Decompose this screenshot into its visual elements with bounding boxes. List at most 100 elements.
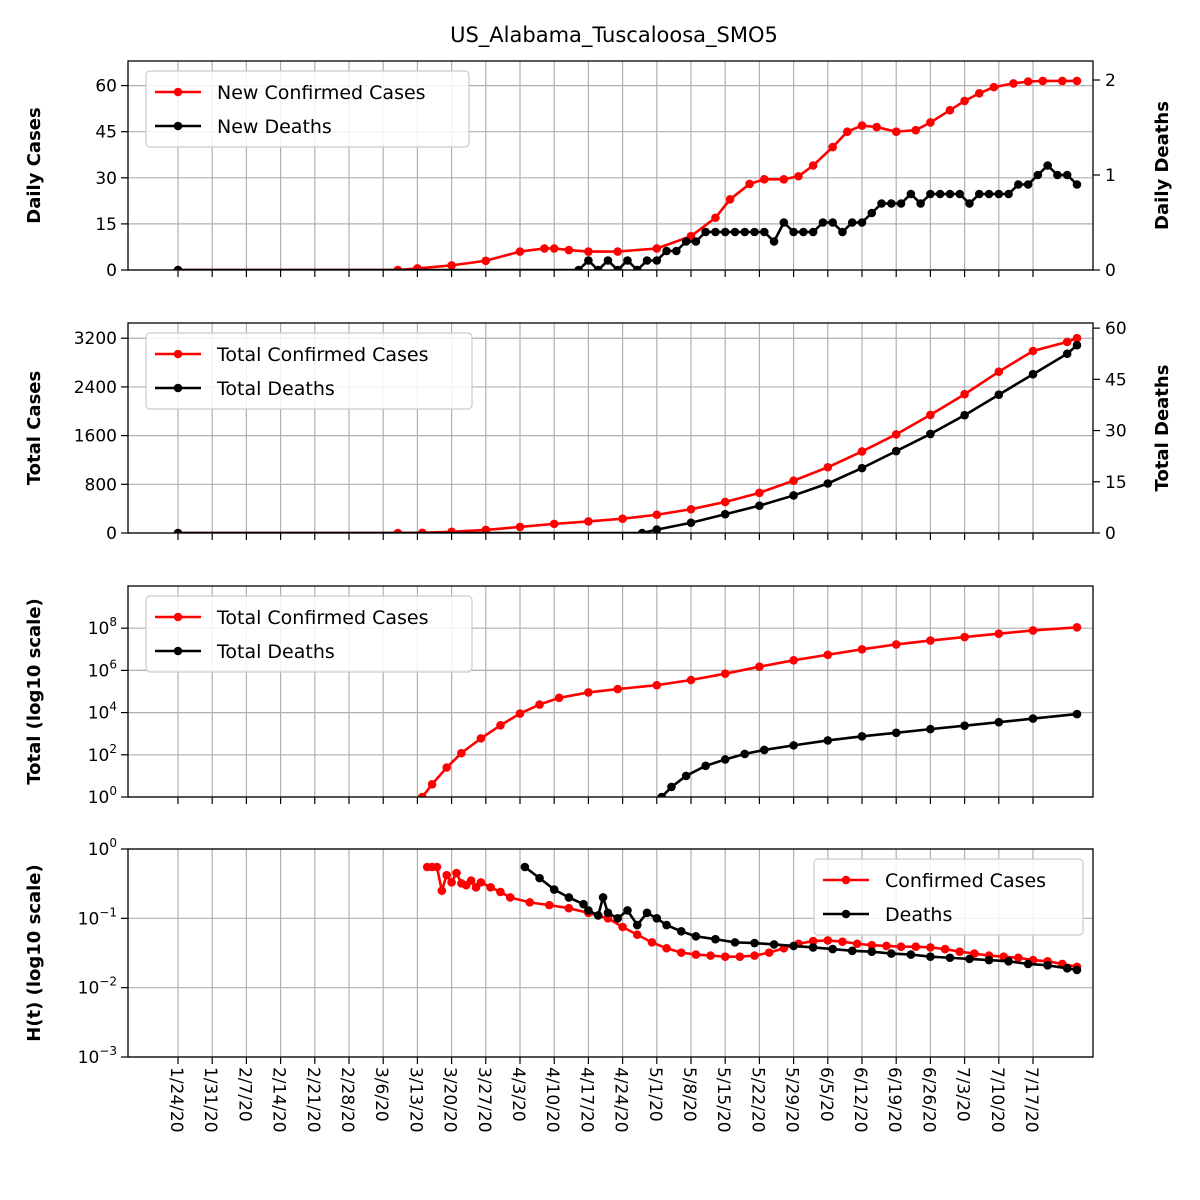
- data-point: [960, 721, 969, 730]
- series-line-new-deaths: [178, 163, 1078, 270]
- data-point: [994, 189, 1004, 199]
- data-point: [1043, 161, 1052, 170]
- legend-box: [145, 595, 473, 673]
- data-point: [887, 199, 896, 208]
- data-point: [657, 792, 666, 797]
- data-point: [926, 429, 935, 439]
- data-point: [720, 952, 730, 961]
- data-point: [940, 944, 950, 954]
- data-point: [603, 908, 613, 918]
- data-point: [1004, 189, 1013, 199]
- data-point: [965, 199, 974, 208]
- data-point: [808, 943, 818, 952]
- data-point: [584, 247, 593, 256]
- data-point: [662, 920, 671, 930]
- data-point: [1072, 623, 1082, 632]
- data-point: [613, 247, 623, 256]
- data-point: [632, 930, 642, 940]
- y-tick-label: 10−1: [78, 905, 117, 929]
- data-point: [672, 246, 681, 256]
- data-point: [447, 878, 456, 887]
- data-point: [935, 189, 945, 199]
- data-point: [735, 952, 745, 961]
- y2-tick-label: 45: [1105, 370, 1127, 390]
- y2-axis-label: Daily Deaths: [1152, 101, 1173, 230]
- data-point: [720, 497, 730, 507]
- x-date-label: 7/17/20: [1021, 1067, 1041, 1133]
- data-point: [911, 942, 921, 951]
- data-point: [823, 479, 833, 488]
- data-point: [691, 932, 701, 941]
- data-point: [1033, 170, 1043, 180]
- data-point: [1072, 340, 1082, 350]
- data-point: [623, 906, 632, 915]
- data-point: [535, 700, 544, 709]
- data-point: [843, 127, 852, 136]
- data-point: [706, 951, 715, 960]
- data-point: [618, 922, 627, 932]
- data-point: [994, 367, 1004, 376]
- data-point: [789, 656, 798, 665]
- data-point: [794, 171, 803, 181]
- data-point: [857, 121, 867, 130]
- data-point: [574, 265, 583, 270]
- x-date-label: 6/26/20: [918, 1067, 938, 1133]
- y-tick-label: 104: [88, 700, 117, 724]
- x-date-label: 3/27/20: [474, 1067, 494, 1133]
- data-point: [667, 782, 676, 792]
- x-date-label: 4/17/20: [576, 1067, 596, 1133]
- data-point: [427, 779, 437, 789]
- data-point: [647, 938, 657, 947]
- data-point: [515, 247, 525, 256]
- data-point: [838, 937, 847, 947]
- legend-label: Confirmed Cases: [885, 870, 1046, 892]
- series-line-total-deaths: [178, 344, 1078, 533]
- legend-box: [145, 70, 470, 148]
- x-date-label: 5/15/20: [713, 1067, 733, 1133]
- data-point: [926, 410, 935, 420]
- data-point: [545, 900, 554, 910]
- data-point: [887, 949, 896, 958]
- y-tick-label: 15: [95, 215, 117, 235]
- data-point: [662, 246, 671, 256]
- y-tick-label: 102: [88, 742, 117, 766]
- data-point: [711, 934, 720, 944]
- y2-tick-label: 60: [1105, 319, 1127, 339]
- data-point: [515, 709, 525, 718]
- data-point: [413, 264, 422, 270]
- data-point: [877, 199, 886, 208]
- legend-item-total-deaths: Total Deaths: [155, 378, 335, 400]
- data-point: [906, 950, 916, 959]
- data-point: [720, 509, 730, 519]
- legend-marker: [173, 121, 183, 131]
- legend-item-new-deaths: New Deaths: [155, 116, 332, 138]
- data-point: [926, 189, 935, 199]
- y-tick-label: 30: [95, 169, 117, 189]
- plot-frame: [127, 60, 1094, 271]
- data-point: [505, 893, 515, 902]
- data-point: [838, 227, 847, 237]
- data-point: [613, 265, 623, 270]
- data-point: [926, 943, 935, 952]
- y-tick-label: 60: [95, 77, 117, 97]
- data-point: [618, 514, 627, 523]
- data-point: [598, 893, 608, 902]
- data-point: [730, 227, 740, 237]
- legend-item-deaths: Deaths: [823, 904, 952, 926]
- data-point: [769, 237, 779, 246]
- data-point: [437, 886, 447, 896]
- data-point: [466, 876, 476, 885]
- y2-tick-label: 1: [1105, 166, 1116, 186]
- data-point: [515, 522, 525, 532]
- data-point: [891, 430, 901, 439]
- data-point: [1028, 346, 1038, 356]
- data-point: [789, 741, 798, 750]
- data-point: [1043, 961, 1052, 970]
- data-point: [896, 942, 906, 951]
- data-point: [799, 227, 808, 237]
- data-point: [564, 245, 574, 255]
- data-point: [1053, 170, 1062, 180]
- y-axis-label: Total Cases: [24, 371, 45, 485]
- data-point: [891, 446, 901, 456]
- x-date-label: 7/3/20: [953, 1067, 973, 1122]
